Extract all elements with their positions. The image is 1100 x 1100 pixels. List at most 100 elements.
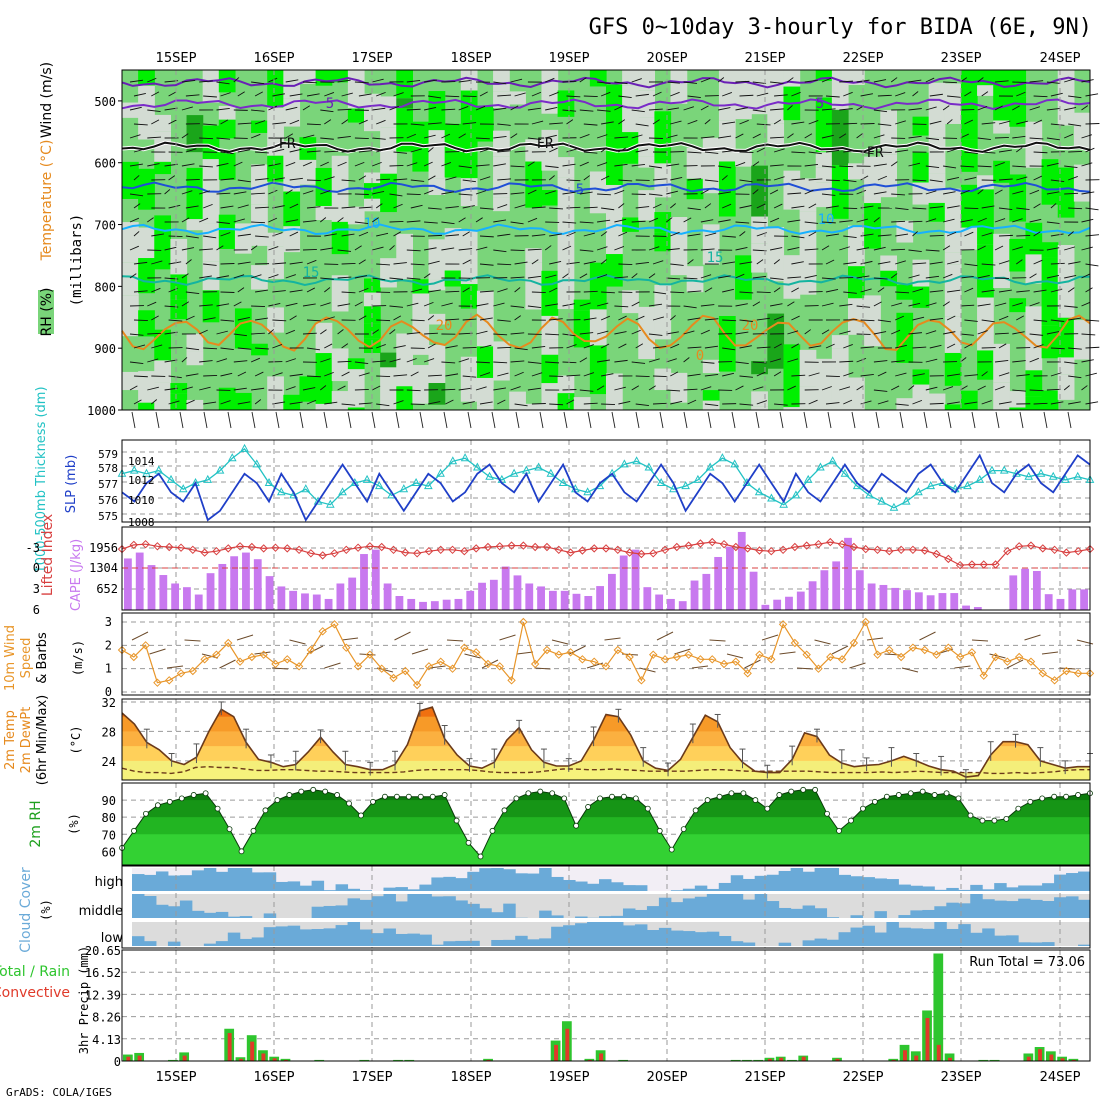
wind-barb	[804, 79, 818, 83]
rh-patch	[589, 345, 607, 395]
li-point	[1026, 541, 1036, 550]
cloud-cover-bar	[886, 879, 899, 891]
wind-barb	[739, 119, 749, 125]
wind-speed-point	[377, 664, 386, 673]
thickness-point	[350, 477, 360, 486]
wind-barb	[220, 151, 234, 155]
wind-barb	[272, 93, 285, 97]
rh-patch	[331, 190, 349, 222]
date-label-top: 23SEP	[941, 51, 982, 66]
wind-barb	[579, 273, 588, 279]
rh-patch	[525, 161, 543, 208]
wind-barb	[964, 343, 973, 349]
wind-barb	[479, 401, 493, 405]
rh-patch	[993, 120, 1010, 134]
wind-barb	[618, 203, 625, 209]
wind-barb	[237, 233, 251, 237]
wind-barb	[739, 261, 753, 265]
rh-patch	[960, 390, 978, 410]
wind-barb	[151, 344, 163, 349]
rh-patch	[186, 167, 204, 220]
wind-barb	[419, 411, 424, 429]
li-point	[342, 545, 351, 555]
rh-point	[621, 793, 627, 800]
cloud-cover-bar	[299, 885, 313, 891]
wind-barb	[445, 345, 458, 349]
wind-barb	[285, 133, 294, 139]
wind-barb	[1016, 120, 1028, 125]
rh-point	[597, 795, 603, 802]
wind-barb	[168, 400, 180, 405]
wind-barb	[981, 91, 989, 97]
rh-patch	[638, 306, 655, 360]
wind-barb	[947, 401, 960, 405]
precip-total-bar	[989, 1059, 1000, 1061]
rh-point	[489, 827, 496, 834]
thickness-point	[901, 496, 911, 505]
wind-barb	[791, 121, 805, 125]
wind-barb	[233, 333, 247, 337]
wind-barb	[652, 91, 662, 97]
rh-patch	[364, 172, 381, 184]
rh-patch	[138, 258, 155, 294]
wind-barb	[683, 106, 695, 111]
wind-barb	[527, 137, 542, 140]
rh-point	[274, 797, 281, 803]
wind-barb	[133, 290, 148, 293]
wind-speed-point	[790, 638, 800, 648]
cloud-cover-bar	[539, 868, 552, 891]
rh-patch	[702, 390, 720, 401]
wind-barb	[895, 207, 909, 210]
wind-barb	[179, 411, 184, 429]
cloud-cover-bar	[215, 871, 229, 891]
rh-point	[609, 793, 615, 800]
wind-barb	[510, 78, 523, 83]
wind-barb	[479, 263, 494, 266]
wind-barb	[873, 217, 880, 223]
rh-patch	[251, 343, 268, 356]
wind-barb	[601, 403, 616, 406]
wind-barb	[994, 218, 1006, 223]
wind-barb	[216, 107, 230, 111]
wind-barb	[393, 92, 404, 97]
rh-patch	[831, 348, 849, 368]
cloud-cover-bar	[275, 926, 289, 946]
wind-barb	[839, 108, 853, 111]
cape-bar	[489, 579, 498, 610]
wind-barb	[601, 373, 614, 377]
wind-barb	[804, 163, 819, 167]
wind-barb	[648, 385, 656, 391]
wind-barb	[648, 165, 663, 169]
wind-barb	[981, 400, 992, 405]
thickness-point	[803, 474, 813, 483]
wind-barb	[860, 346, 875, 349]
rh-patch	[557, 231, 575, 280]
rh-patch	[1057, 167, 1075, 218]
wind-barb	[1033, 175, 1043, 181]
thickness-point	[620, 459, 629, 468]
rh-patch	[444, 228, 462, 271]
wind-barb	[998, 260, 1010, 265]
cape-bar	[596, 586, 604, 610]
wind-barb	[233, 218, 245, 223]
wind-barb	[652, 203, 662, 209]
wind-barb	[787, 301, 795, 307]
wind-barb	[877, 371, 887, 377]
cloud-cover-bar	[682, 931, 696, 946]
cloud-cover-bar	[167, 941, 181, 946]
rh-patch	[1041, 291, 1059, 326]
wind-barb	[372, 360, 386, 363]
cloud-cover-bar	[359, 890, 372, 891]
li-tick-label: 0	[33, 561, 40, 575]
wind-barb	[255, 206, 269, 209]
wind-barb	[289, 119, 300, 125]
isotherm-contour	[121, 223, 1091, 236]
wind-barb-10m	[954, 665, 971, 669]
wind-barb	[445, 399, 454, 405]
wind-barb	[545, 361, 559, 364]
wind-barb	[596, 246, 608, 251]
wind-barb	[562, 163, 576, 167]
wind-barb	[133, 92, 146, 97]
wind-barb	[562, 221, 577, 224]
wind-barb	[389, 358, 401, 363]
